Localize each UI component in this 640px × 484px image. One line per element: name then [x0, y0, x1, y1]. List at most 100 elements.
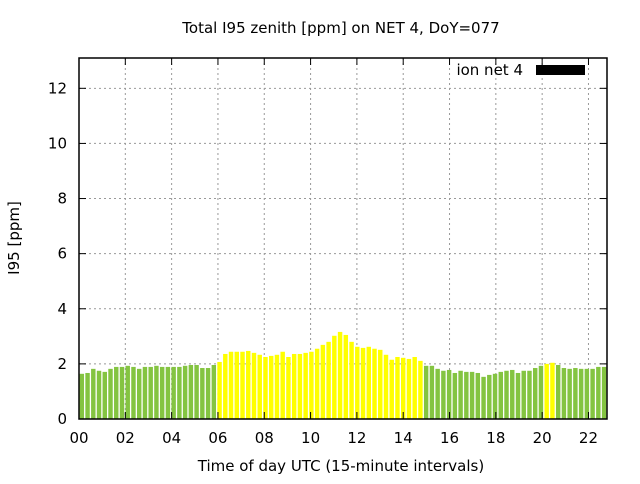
x-tick-label: 18 [486, 429, 505, 447]
bar [360, 347, 366, 419]
bar [125, 365, 130, 419]
bar [510, 369, 515, 419]
x-tick-label: 10 [301, 429, 320, 447]
y-tick-label: 2 [57, 355, 67, 373]
bar [171, 366, 176, 419]
chart-title: Total I95 zenith [ppm] on NET 4, DoY=077 [181, 19, 499, 37]
bar [159, 366, 165, 419]
bar [567, 368, 572, 419]
bar [114, 366, 119, 419]
bar [406, 358, 412, 419]
bar [234, 351, 239, 419]
x-tick-label: 02 [116, 429, 135, 447]
bar [527, 370, 532, 419]
x-tick-label: 08 [255, 429, 274, 447]
bar [441, 370, 446, 419]
y-tick-label: 10 [48, 134, 67, 152]
bar [274, 354, 280, 419]
bar [355, 346, 360, 419]
bar [561, 368, 567, 419]
bar [91, 368, 96, 419]
bar [228, 351, 234, 419]
y-tick-label: 0 [57, 410, 67, 428]
legend: ion net 4 [456, 61, 585, 79]
bar [544, 363, 549, 419]
bar [555, 364, 561, 419]
grid [79, 58, 607, 419]
bar [251, 352, 257, 419]
y-tick-label: 4 [57, 300, 67, 318]
bar [487, 374, 492, 419]
bar [303, 352, 308, 419]
bar [257, 354, 262, 419]
bar [578, 368, 584, 419]
bar [148, 366, 153, 419]
bar [96, 370, 102, 419]
bar [372, 348, 377, 419]
bar [205, 368, 211, 419]
bar [343, 334, 349, 419]
bar [458, 370, 463, 419]
bar [423, 365, 429, 419]
bar [108, 368, 113, 419]
bar [136, 368, 142, 419]
bar [418, 360, 423, 419]
bar [596, 366, 601, 419]
bars [79, 331, 607, 419]
bar [263, 356, 268, 419]
bar [349, 341, 354, 419]
bar [240, 351, 245, 419]
bar [131, 366, 136, 419]
bar [378, 349, 383, 419]
plot-frame [78, 57, 608, 420]
x-tick-label: 16 [440, 429, 459, 447]
bar [337, 331, 343, 419]
bar [188, 364, 194, 419]
bar [383, 354, 389, 419]
bar [194, 364, 199, 419]
y-tick-label: 6 [57, 245, 67, 263]
bar [309, 351, 314, 419]
x-axis-label: Time of day UTC (15-minute intervals) [197, 457, 484, 475]
y-tick-label: 8 [57, 190, 67, 208]
bar [412, 356, 417, 419]
legend-swatch [536, 65, 585, 75]
bar [573, 368, 578, 419]
bar [182, 365, 188, 419]
bar [435, 368, 440, 419]
bar [154, 365, 159, 419]
bar [297, 353, 303, 419]
bar [400, 357, 406, 419]
bar [429, 365, 435, 419]
bar [521, 370, 526, 419]
y-tick-label: 12 [48, 79, 67, 97]
x-tick-label: 04 [162, 429, 181, 447]
bar [268, 355, 274, 419]
bar [464, 371, 469, 419]
bar [314, 348, 320, 419]
bar [326, 341, 331, 419]
y-axis-label: I95 [ppm] [5, 201, 23, 275]
x-tick-label: 12 [347, 429, 366, 447]
bar [504, 370, 509, 419]
bar [223, 353, 228, 419]
bar [498, 371, 503, 419]
bar [452, 372, 458, 419]
x-tick-label: 22 [579, 429, 598, 447]
bar [217, 361, 222, 419]
bar [366, 346, 371, 419]
bar [165, 366, 171, 419]
x-tick-label: 14 [394, 429, 413, 447]
bar [475, 372, 481, 419]
x-tick-label: 00 [69, 429, 88, 447]
bar [211, 364, 217, 419]
bar [584, 368, 590, 419]
bar [246, 350, 251, 419]
x-tick-label: 06 [208, 429, 227, 447]
bar [446, 369, 452, 419]
bar [601, 366, 607, 419]
bar [515, 372, 521, 419]
bar [200, 368, 205, 419]
bar [550, 362, 555, 419]
